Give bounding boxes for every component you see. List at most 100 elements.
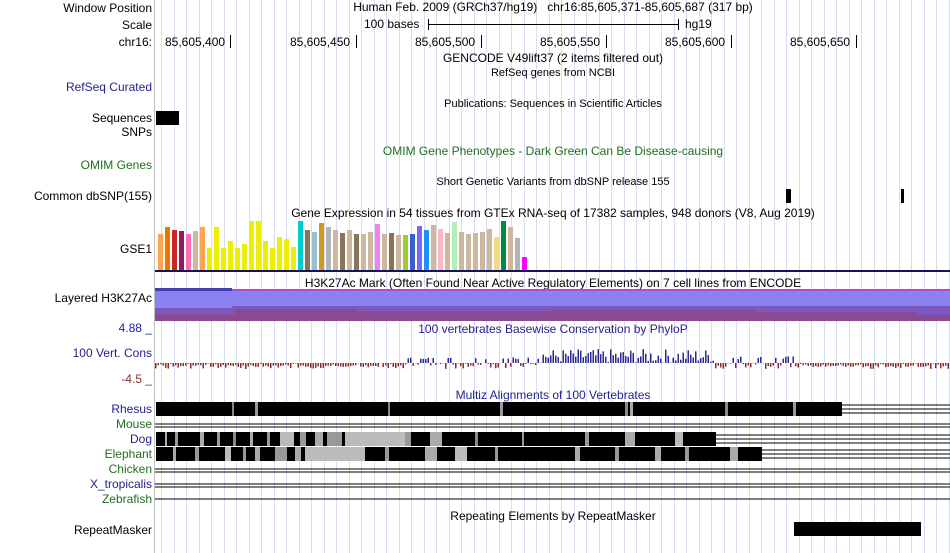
gtex-tissue-bar[interactable] <box>515 238 520 270</box>
rhesus-gap <box>725 402 728 416</box>
species-dog-label[interactable]: Dog <box>129 432 152 446</box>
gtex-tissue-bar[interactable] <box>473 233 478 270</box>
phylop-negative-bar <box>715 363 717 369</box>
gtex-tissue-bar[interactable] <box>263 241 268 270</box>
gtex-tissue-bar[interactable] <box>340 233 345 270</box>
gtex-tissue-bar[interactable] <box>235 248 240 270</box>
gtex-tissue-bar[interactable] <box>522 257 527 270</box>
gtex-tissue-bar[interactable] <box>242 244 247 270</box>
h3k27ac-signal[interactable] <box>155 288 950 321</box>
phylop-wiggle[interactable] <box>155 338 950 384</box>
gtex-tissue-bar[interactable] <box>480 232 485 270</box>
phylop-positive-bar <box>677 353 679 363</box>
gtex-tissue-bar[interactable] <box>389 233 394 270</box>
gtex-track-label[interactable]: GSE1 <box>119 242 152 256</box>
gtex-tissue-bar[interactable] <box>403 235 408 270</box>
phylop-positive-bar <box>572 353 574 363</box>
gtex-tissue-bar[interactable] <box>424 230 429 270</box>
gtex-tissue-bar[interactable] <box>459 232 464 270</box>
gtex-tissue-bar[interactable] <box>508 227 513 270</box>
repeat-element[interactable] <box>794 522 921 536</box>
gtex-tissue-bar[interactable] <box>466 234 471 270</box>
gtex-tissue-bar[interactable] <box>368 232 373 270</box>
gtex-tissue-bar[interactable] <box>487 229 492 270</box>
gtex-tissue-bar[interactable] <box>207 248 212 270</box>
gtex-tissue-bar[interactable] <box>326 227 331 270</box>
grid-line <box>561 0 562 553</box>
gtex-tissue-bar[interactable] <box>452 222 457 270</box>
omim-track-label[interactable]: OMIM Genes <box>80 158 152 172</box>
gtex-tissue-bar[interactable] <box>396 235 401 270</box>
gtex-tissue-bar[interactable] <box>354 234 359 270</box>
phylop-positive-bar <box>552 350 554 363</box>
phylop-negative-bar <box>252 363 254 367</box>
gtex-tissue-bar[interactable] <box>305 230 310 270</box>
gtex-tissue-bar[interactable] <box>165 227 170 270</box>
phylop-negative-bar <box>855 363 857 366</box>
species-elephant-label[interactable]: Elephant <box>104 447 152 461</box>
gtex-tissue-bar[interactable] <box>298 221 303 270</box>
h3k27ac-track-label[interactable]: Layered H3K27Ac <box>54 291 152 305</box>
gtex-tissue-bar[interactable] <box>361 234 366 270</box>
phylop-track-label[interactable]: 100 Vert. Cons <box>72 346 152 360</box>
grid-line <box>536 0 537 553</box>
gtex-tissue-bar[interactable] <box>319 223 324 270</box>
gtex-tissue-bar[interactable] <box>277 237 282 270</box>
phylop-negative-bar <box>915 363 917 364</box>
gtex-tissue-bar[interactable] <box>186 234 191 270</box>
publication-sequence-feature[interactable] <box>156 111 179 125</box>
ruler-tick-label: 85,605,400 <box>165 35 226 49</box>
phylop-negative-bar <box>910 363 912 366</box>
phylop-negative-bar <box>907 363 909 367</box>
gtex-tissue-bar[interactable] <box>494 237 499 270</box>
refseq-track-label[interactable]: RefSeq Curated <box>65 80 152 94</box>
gtex-tissue-bar[interactable] <box>256 221 261 270</box>
gtex-tissue-bar[interactable] <box>249 221 254 270</box>
gtex-tissue-bar[interactable] <box>382 234 387 270</box>
species-chicken-label[interactable]: Chicken <box>108 462 152 476</box>
species-mouse-label[interactable]: Mouse <box>115 417 152 431</box>
gtex-tissue-bar[interactable] <box>221 248 226 270</box>
gtex-tissue-bar[interactable] <box>200 227 205 270</box>
gtex-tissue-bar[interactable] <box>158 234 163 270</box>
phylop-negative-bar <box>842 363 844 366</box>
gtex-tissue-bar[interactable] <box>410 234 415 270</box>
gtex-tissue-bar[interactable] <box>284 239 289 270</box>
gtex-tissue-bar[interactable] <box>445 233 450 270</box>
phylop-negative-bar <box>192 363 194 366</box>
gtex-tissue-bar[interactable] <box>347 230 352 270</box>
dog-gap <box>267 432 270 446</box>
grid-line <box>511 0 512 553</box>
species-rhesus-label[interactable]: Rhesus <box>111 402 152 416</box>
label-separator <box>154 0 155 553</box>
dbsnp-track-label[interactable]: Common dbSNP(155) <box>33 189 152 203</box>
species-zebrafish-label[interactable]: Zebrafish <box>101 492 152 506</box>
gtex-tissue-bar[interactable] <box>214 227 219 270</box>
phylop-positive-bar <box>690 354 692 363</box>
gtex-tissue-bar[interactable] <box>417 226 422 270</box>
gtex-tissue-bar[interactable] <box>501 221 506 270</box>
gtex-bar-graph[interactable] <box>157 221 535 270</box>
phylop-negative-bar <box>530 363 532 364</box>
species-xtropicalis-label[interactable]: X_tropicalis <box>89 477 152 491</box>
gtex-tissue-bar[interactable] <box>179 231 184 270</box>
gtex-tissue-bar[interactable] <box>228 241 233 270</box>
grid-line <box>324 0 325 553</box>
dbsnp-variant[interactable] <box>786 189 791 203</box>
gtex-tissue-bar[interactable] <box>270 248 275 270</box>
gtex-tissue-bar[interactable] <box>312 232 317 270</box>
gtex-tissue-bar[interactable] <box>431 225 436 270</box>
sequences-track-label[interactable]: Sequences <box>91 111 152 125</box>
gtex-tissue-bar[interactable] <box>333 230 338 270</box>
phylop-positive-bar <box>502 358 504 363</box>
gtex-tissue-bar[interactable] <box>172 230 177 270</box>
gtex-tissue-bar[interactable] <box>291 247 296 270</box>
snps-track-label[interactable]: SNPs <box>121 125 152 139</box>
dbsnp-variant[interactable] <box>901 189 904 203</box>
gtex-tissue-bar[interactable] <box>375 224 380 270</box>
repeatmasker-track-label[interactable]: RepeatMasker <box>73 523 152 537</box>
gtex-tissue-bar[interactable] <box>438 229 443 270</box>
multiz-alignment-blocks[interactable] <box>155 400 950 500</box>
gtex-tissue-bar[interactable] <box>193 231 198 270</box>
phylop-negative-bar <box>940 363 942 369</box>
